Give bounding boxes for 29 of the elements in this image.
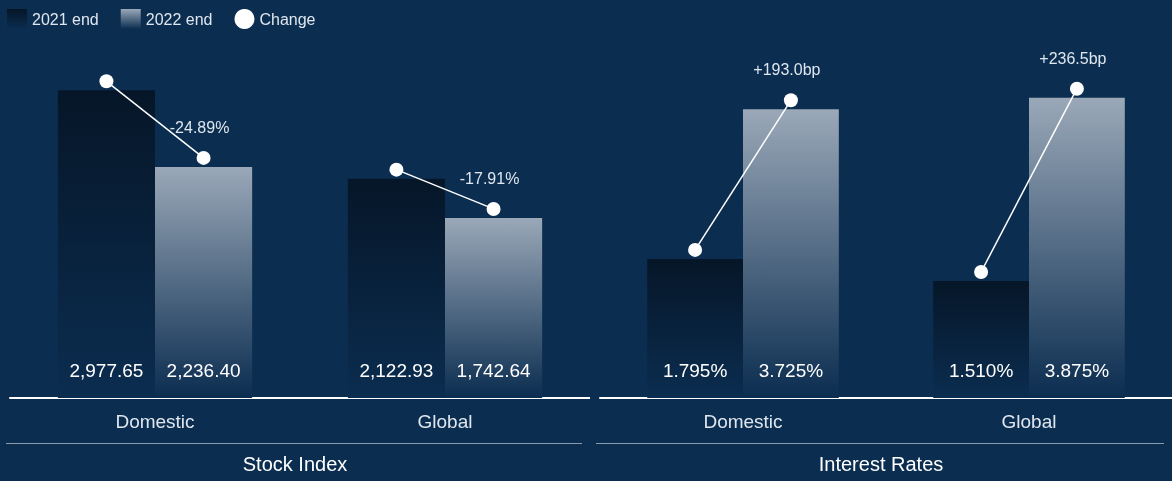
- data-label: 1,742.64: [456, 360, 531, 381]
- data-label: 3.875%: [1044, 360, 1110, 381]
- annotation: -24.89%: [169, 118, 230, 136]
- x-tick-label: Domestic: [115, 411, 195, 432]
- x-tick-label: Global: [1001, 411, 1057, 432]
- x-tick-label: Domestic: [703, 411, 783, 432]
- legend-label: 2021 end: [32, 10, 99, 28]
- x-tick-label: Global: [417, 411, 473, 432]
- annotation: -17.91%: [459, 169, 520, 187]
- data-label: 1.795%: [662, 360, 728, 381]
- bar: [445, 217, 543, 398]
- data-label: 2,977.65: [69, 360, 144, 381]
- bar: [57, 90, 155, 398]
- bar: [743, 109, 839, 398]
- bar: [933, 280, 1029, 398]
- data-label: 2,122.93: [359, 360, 434, 381]
- text: Stock Index: [242, 453, 348, 475]
- text: Interest Rates: [818, 453, 944, 475]
- annotation: +236.5bp: [1039, 49, 1107, 67]
- bar: [347, 178, 445, 398]
- legend-label: Change: [259, 10, 316, 28]
- bar: [1029, 97, 1125, 398]
- legend-label: 2022 end: [145, 10, 213, 28]
- data-label: 2,236.40: [166, 360, 241, 381]
- bar: [647, 258, 743, 398]
- bar: [155, 166, 253, 398]
- annotation: +193.0bp: [753, 61, 821, 79]
- data-label: 1.510%: [948, 360, 1014, 381]
- data-label: 3.725%: [758, 360, 824, 381]
